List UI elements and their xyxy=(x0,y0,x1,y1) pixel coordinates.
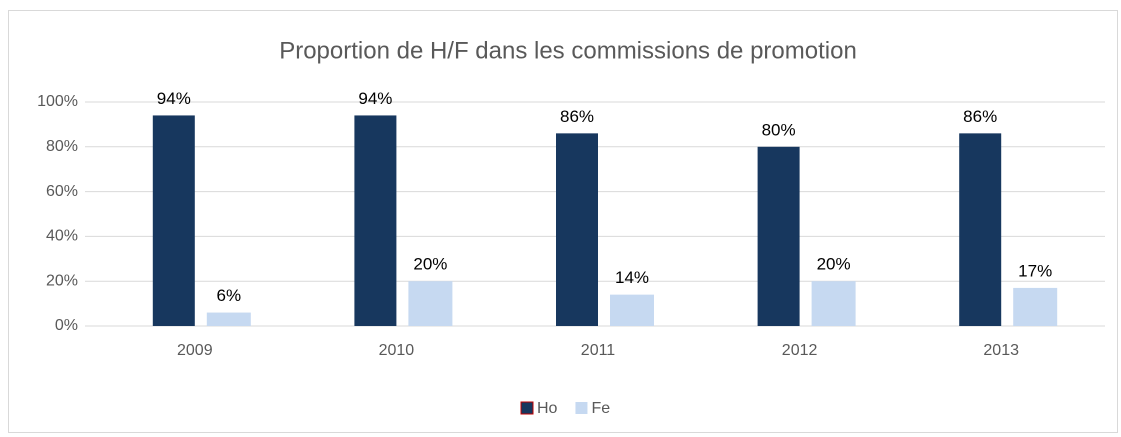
x-tick-label: 2010 xyxy=(379,342,415,359)
bar xyxy=(206,312,251,326)
legend-label: Ho xyxy=(537,400,558,417)
bar xyxy=(757,146,800,326)
value-label: 80% xyxy=(762,120,796,139)
bar xyxy=(152,115,195,326)
value-label: 14% xyxy=(615,268,649,287)
bar xyxy=(408,281,453,326)
value-label: 20% xyxy=(413,255,447,274)
bar xyxy=(354,115,397,326)
bar xyxy=(610,294,654,326)
y-tick-label: 80% xyxy=(46,138,78,155)
bar xyxy=(959,133,1002,326)
bar xyxy=(1013,287,1058,326)
x-tick-label: 2012 xyxy=(782,342,818,359)
legend-swatch xyxy=(520,401,534,415)
chart-title: Proportion de H/F dans les commissions d… xyxy=(279,37,857,64)
bar xyxy=(811,281,856,326)
x-tick-label: 2013 xyxy=(983,342,1019,359)
value-label: 86% xyxy=(963,107,997,126)
y-tick-label: 60% xyxy=(46,183,78,200)
value-label: 20% xyxy=(817,255,851,274)
bar xyxy=(556,133,598,326)
value-label: 6% xyxy=(217,286,242,305)
value-label: 94% xyxy=(157,89,191,108)
value-label: 94% xyxy=(358,89,392,108)
value-label: 86% xyxy=(560,107,594,126)
legend-swatch xyxy=(575,402,588,414)
y-tick-label: 40% xyxy=(46,228,78,245)
x-tick-label: 2011 xyxy=(581,342,616,359)
y-tick-label: 20% xyxy=(46,272,78,289)
y-tick-label: 0% xyxy=(55,317,78,334)
legend-label: Fe xyxy=(591,400,610,417)
x-tick-label: 2009 xyxy=(177,342,213,359)
value-label: 17% xyxy=(1018,261,1052,280)
y-tick-label: 100% xyxy=(37,93,78,110)
